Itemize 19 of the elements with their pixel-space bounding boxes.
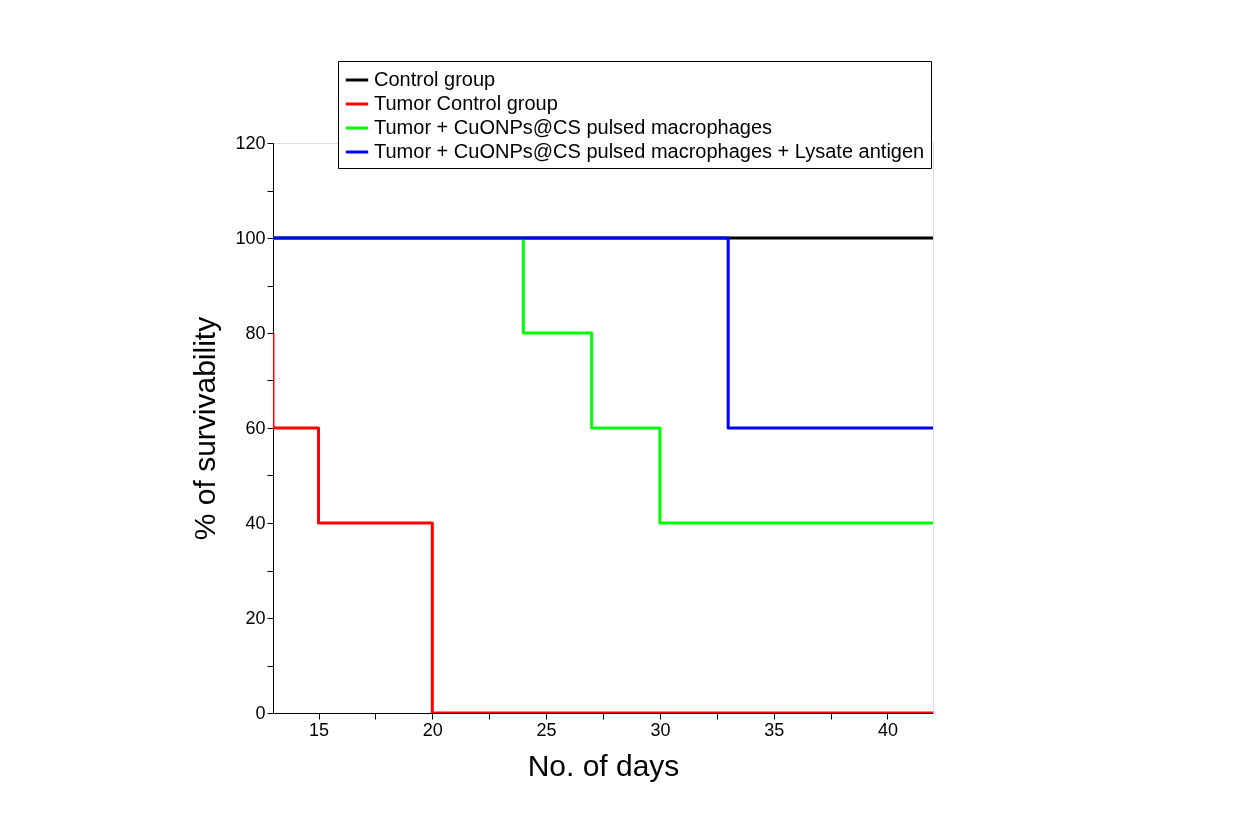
x-tick-label: 30 bbox=[650, 719, 671, 740]
y-tick-label: 80 bbox=[245, 322, 266, 343]
x-tick-label: 25 bbox=[536, 719, 557, 740]
y-tick-label: 0 bbox=[255, 702, 266, 723]
legend-label: Control group bbox=[374, 68, 496, 90]
x-tick-label: 15 bbox=[309, 719, 330, 740]
x-tick-label: 40 bbox=[877, 719, 898, 740]
y-tick-label: 60 bbox=[245, 417, 266, 438]
legend-label: Tumor Control group bbox=[374, 92, 558, 114]
legend-label: Tumor + CuONPs@CS pulsed macrophages bbox=[374, 116, 773, 138]
x-axis-title: No. of days bbox=[527, 748, 680, 782]
y-tick-label: 40 bbox=[245, 512, 266, 533]
x-tick-label: 20 bbox=[422, 719, 443, 740]
y-axis-title: % of survivability bbox=[188, 316, 222, 541]
x-tick-label: 35 bbox=[764, 719, 785, 740]
y-tick-label: 20 bbox=[245, 607, 266, 628]
y-tick-label: 100 bbox=[235, 227, 266, 248]
y-tick-label: 120 bbox=[235, 132, 266, 153]
legend-label: Tumor + CuONPs@CS pulsed macrophages + Lysate antigen bbox=[374, 140, 925, 162]
